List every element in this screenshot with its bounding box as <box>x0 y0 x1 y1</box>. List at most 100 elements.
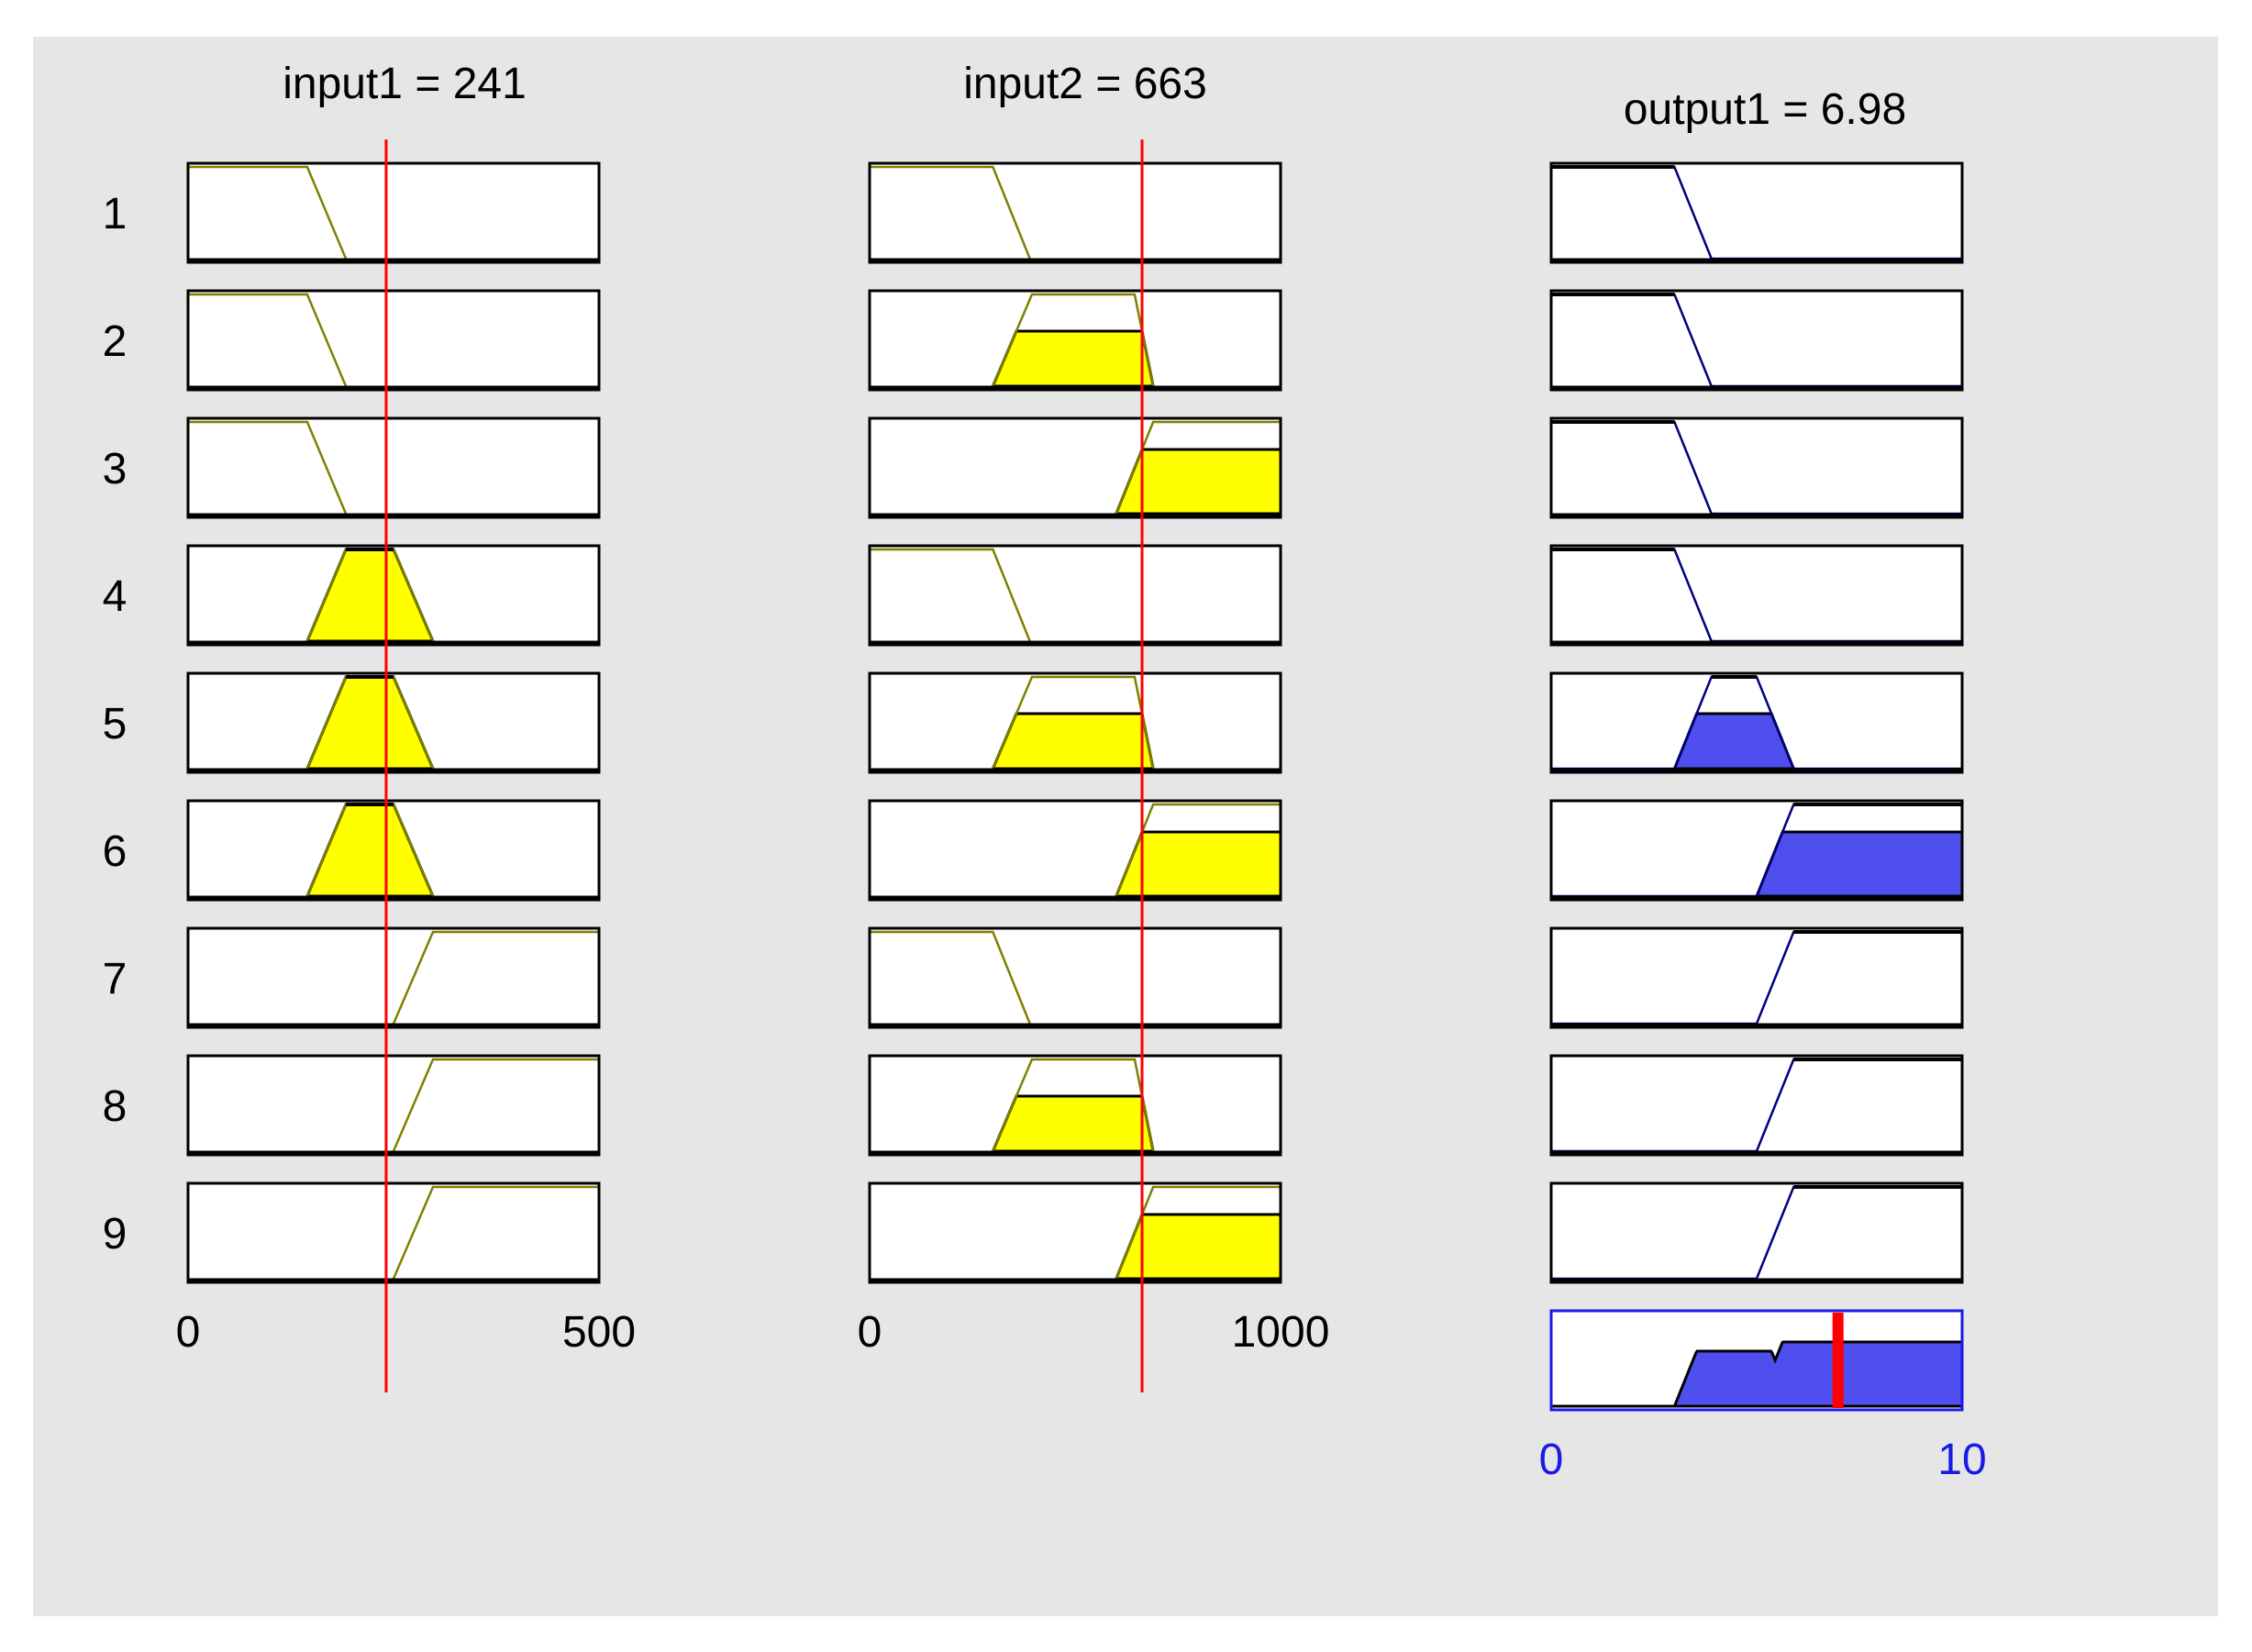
output1-mf-plot <box>1549 799 1964 902</box>
mf-panel-bg <box>870 928 1281 1027</box>
mf-panel-border <box>1549 926 1964 1029</box>
input1-axis-min: 0 <box>176 1308 201 1357</box>
mf-panel-border <box>1549 799 1964 902</box>
rule-row-6: 6 <box>103 799 1964 902</box>
mf-panel-border <box>186 544 601 647</box>
aggregate-output-plot <box>1549 1309 1964 1412</box>
input1-mf-plot[interactable] <box>186 671 601 774</box>
mf-panel-bg <box>1551 546 1962 645</box>
mf-fill <box>1754 830 1964 898</box>
mf-panel-border <box>868 544 1282 647</box>
input1-mf-plot[interactable] <box>186 1054 601 1157</box>
input2-mf-plot[interactable] <box>868 926 1282 1029</box>
input2-axis-max: 1000 <box>1232 1308 1330 1357</box>
input2-title: input2 = 663 <box>963 60 1207 108</box>
mf-panel-bg <box>188 1183 599 1282</box>
mf-panel-bg <box>188 163 599 262</box>
output1-mf-plot <box>1549 1181 1964 1284</box>
input1-mf-plot[interactable] <box>186 161 601 264</box>
mf-curve <box>188 165 348 260</box>
input2-mf-plot[interactable] <box>868 799 1282 902</box>
mf-panel-border <box>1549 671 1964 774</box>
input1-mf-plot[interactable] <box>186 799 601 902</box>
mf-panel-border <box>186 1181 601 1284</box>
rule-row-8: 8 <box>103 1054 1964 1157</box>
mf-panel-border <box>186 926 601 1029</box>
mf-panel-border <box>1549 416 1964 519</box>
input1-mf-plot[interactable] <box>186 926 601 1029</box>
mf-curve <box>1115 803 1281 897</box>
mf-curve <box>992 675 1155 770</box>
mf-fill <box>991 329 1155 388</box>
input1-axis-max: 500 <box>562 1308 636 1357</box>
mf-curve <box>1115 420 1281 515</box>
mf-curve <box>392 1058 599 1152</box>
input1-title: input1 = 241 <box>283 60 527 108</box>
mf-panel-bg <box>188 291 599 390</box>
rule-number[interactable]: 5 <box>103 700 128 748</box>
input1-mf-plot[interactable] <box>186 544 601 647</box>
output1-mf-plot <box>1549 289 1964 392</box>
mf-panel-border <box>186 1054 601 1157</box>
rule-number[interactable]: 1 <box>103 190 128 238</box>
mf-panel-bg <box>1551 1056 1962 1155</box>
input1-mf-plot[interactable] <box>186 416 601 519</box>
rule-number[interactable]: 3 <box>103 445 128 493</box>
input1-mf-plot[interactable] <box>186 1181 601 1284</box>
input1-mf-plot[interactable] <box>186 289 601 392</box>
output1-title: output1 = 6.98 <box>1624 85 1906 134</box>
aggregate-fill <box>1551 1340 1964 1408</box>
mf-panel-border <box>186 416 601 519</box>
input2-mf-plot[interactable] <box>868 161 1282 264</box>
rule-row-5: 5 <box>103 671 1964 774</box>
mf-panel-border <box>868 1054 1282 1157</box>
mf-panel-bg <box>870 546 1281 645</box>
cursor-layer[interactable] <box>384 139 1144 1392</box>
output1-mf-plot <box>1549 544 1964 647</box>
mf-curve <box>188 293 348 387</box>
mf-curve <box>392 930 599 1025</box>
rule-number[interactable]: 9 <box>103 1210 128 1258</box>
mf-curve <box>392 1185 599 1280</box>
input2-mf-plot[interactable] <box>868 289 1282 392</box>
mf-panel-border <box>1549 544 1964 647</box>
input2-mf-plot[interactable] <box>868 671 1282 774</box>
mf-panel-bg <box>1551 1183 1962 1282</box>
rule-number[interactable]: 4 <box>103 572 128 621</box>
mf-curve <box>188 420 348 515</box>
mf-panel-border <box>868 799 1282 902</box>
mf-panel-bg <box>1551 163 1962 262</box>
mf-panel-border <box>868 416 1282 519</box>
input2-mf-plot[interactable] <box>868 1054 1282 1157</box>
mf-panel-bg <box>870 163 1281 262</box>
rule-number[interactable]: 6 <box>103 827 128 876</box>
rule-number[interactable]: 7 <box>103 955 128 1003</box>
aggregate-layer <box>1549 1309 1964 1412</box>
input2-mf-plot[interactable] <box>868 416 1282 519</box>
axes-layer: 0 500 0 1000 0 10 <box>176 1308 1987 1484</box>
rule-number[interactable]: 2 <box>103 317 128 366</box>
mf-curve <box>992 293 1155 387</box>
output1-mf-plot <box>1549 926 1964 1029</box>
mf-panel-bg <box>188 418 599 517</box>
mf-panel-border <box>1549 289 1964 392</box>
mf-panel-border <box>868 161 1282 264</box>
mf-panel-bg <box>1551 928 1962 1027</box>
mf-panel-border <box>868 1181 1282 1284</box>
mf-fill <box>991 1094 1155 1153</box>
mf-panel-border <box>1549 161 1964 264</box>
input2-axis-min: 0 <box>858 1308 882 1357</box>
input2-mf-plot[interactable] <box>868 544 1282 647</box>
input2-mf-plot[interactable] <box>868 1181 1282 1284</box>
output1-mf-plot <box>1549 416 1964 519</box>
mf-panel-border <box>186 671 601 774</box>
mf-curve <box>870 165 1031 260</box>
mf-panel-border <box>186 289 601 392</box>
rule-viewer-panel: input1 = 241 input2 = 663 output1 = 6.98… <box>33 37 2218 1616</box>
mf-panel-border <box>186 799 601 902</box>
rule-row-9: 9 <box>103 1181 1964 1284</box>
output1-axis-max: 10 <box>1937 1436 1986 1484</box>
rules-layer: 1 2 3 4 5 6 7 8 9 <box>103 161 1964 1284</box>
rule-number[interactable]: 8 <box>103 1082 128 1131</box>
rule-row-3: 3 <box>103 416 1964 519</box>
